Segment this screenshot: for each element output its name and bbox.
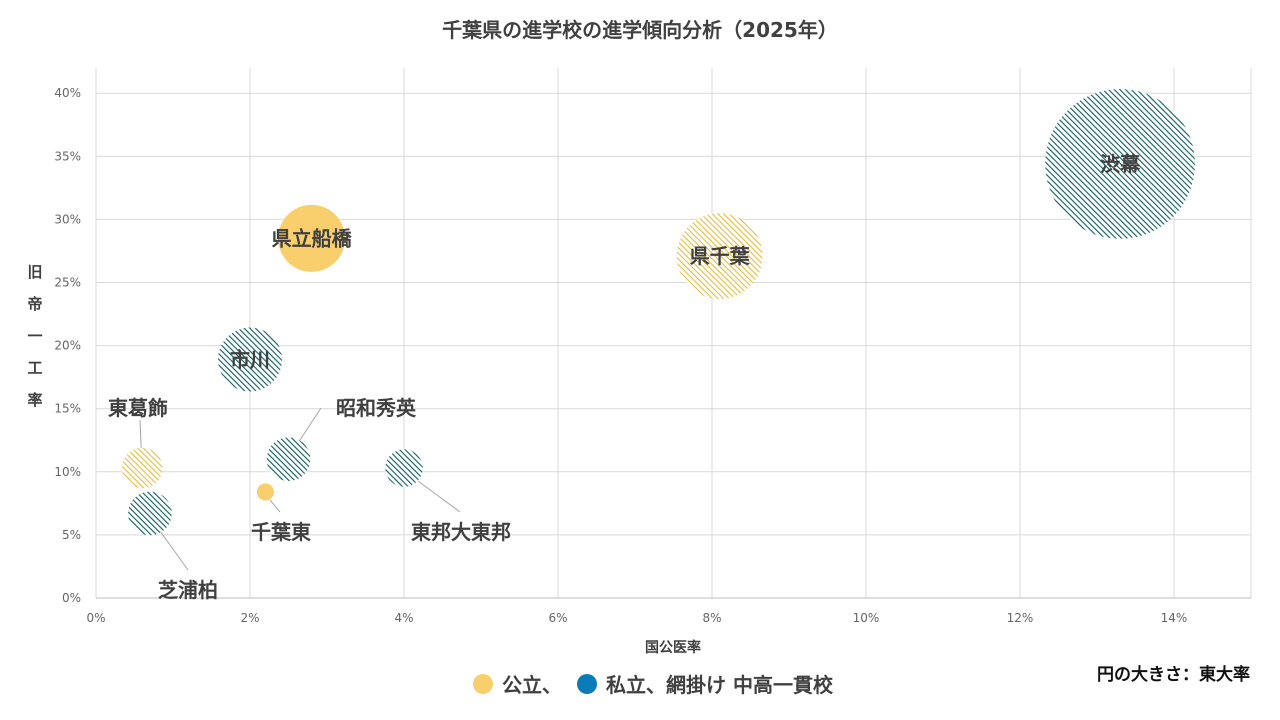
y-axis-title-char: 工 <box>27 359 42 377</box>
legend: 公立、 私立、網掛け 中高一貫校 <box>473 673 834 697</box>
y-tick-label: 10% <box>54 465 81 479</box>
legend-label-public: 公立、 <box>502 673 562 697</box>
bubble-渋幕 <box>1045 89 1195 239</box>
bubble-label: 市川 <box>230 348 270 372</box>
y-axis-title-char: 一 <box>27 327 42 345</box>
bubble-県千葉 <box>676 213 763 299</box>
leader-line <box>159 530 189 571</box>
bubble-label: 昭和秀英 <box>336 396 417 420</box>
y-tick-label: 5% <box>62 528 81 542</box>
x-tick-label: 4% <box>394 611 413 625</box>
bubbles <box>121 89 1195 536</box>
x-tick-label: 6% <box>548 611 567 625</box>
y-axis-title-char: 率 <box>27 391 42 409</box>
y-axis-title-char: 旧 <box>27 263 42 281</box>
bubble-label: 県立船橋 <box>272 226 353 250</box>
legend-marker-public <box>473 674 493 694</box>
leader-line <box>299 407 322 441</box>
x-axis-title: 国公医率 <box>645 639 701 656</box>
y-tick-label: 20% <box>54 339 81 353</box>
bubble-label: 渋幕 <box>1100 152 1141 176</box>
bubble-size-note: 円の大きさ：東大率 <box>1097 664 1250 685</box>
bubble-芝浦柏 <box>128 491 172 536</box>
x-tick-labels: 0% 2% 4% 6% 8% 10% 12% 14% <box>86 611 1187 625</box>
bubble-label: 千葉東 <box>251 520 311 544</box>
y-tick-label: 25% <box>54 276 81 290</box>
y-tick-labels: 0% 5% 10% 15% 20% 25% 30% 35% 40% <box>54 86 81 605</box>
bubble-label: 東邦大東邦 <box>411 520 511 544</box>
chart-title: 千葉県の進学校の進学傾向分析（2025年） <box>442 18 838 42</box>
bubble-県立船橋 <box>278 204 346 272</box>
x-tick-label: 14% <box>1161 611 1188 625</box>
bubble-東葛飾 <box>121 447 163 489</box>
x-tick-label: 8% <box>702 611 721 625</box>
y-tick-label: 30% <box>54 212 81 226</box>
bubble-label: 芝浦柏 <box>158 578 218 602</box>
bubble-市川 <box>218 327 282 392</box>
bubble-昭和秀英 <box>266 437 311 482</box>
x-tick-label: 10% <box>853 611 880 625</box>
x-tick-label: 12% <box>1007 611 1034 625</box>
leader-line <box>269 499 281 513</box>
bubble-label: 東葛飾 <box>108 396 168 420</box>
leader-lines <box>139 407 461 571</box>
legend-label-private: 私立、網掛け 中高一貫校 <box>606 673 834 697</box>
y-axis-title-char: 帝 <box>27 295 42 313</box>
bubble-千葉東 <box>256 483 274 501</box>
x-tick-label: 2% <box>240 611 259 625</box>
y-tick-label: 40% <box>54 86 81 100</box>
leader-line <box>417 480 461 513</box>
bubble-label: 県千葉 <box>690 244 751 268</box>
y-tick-label: 15% <box>54 402 81 416</box>
x-tick-label: 0% <box>86 611 105 625</box>
y-tick-label: 35% <box>54 149 81 163</box>
bubble-東邦大東邦 <box>385 449 423 487</box>
y-tick-label: 0% <box>62 591 81 605</box>
legend-marker-private <box>577 674 597 694</box>
